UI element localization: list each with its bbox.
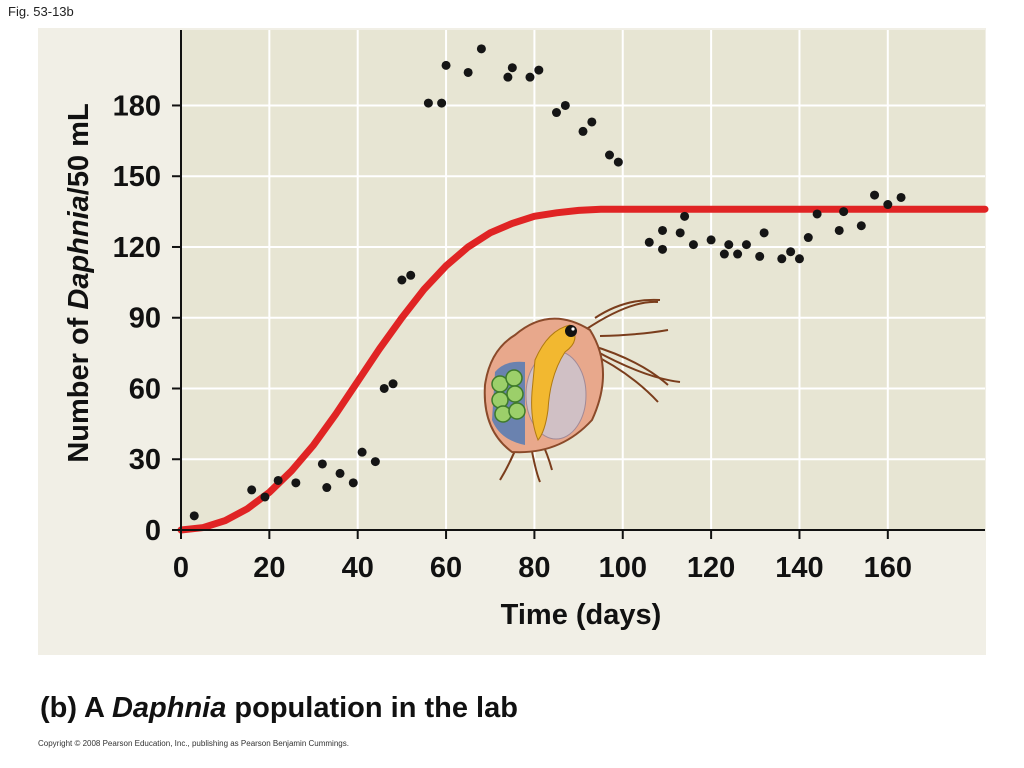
x-tick-label: 140 [775, 552, 823, 584]
y-tick-label: 60 [129, 373, 161, 405]
data-point [397, 275, 407, 285]
logistic-curve [177, 205, 989, 534]
y-tick-label: 0 [145, 515, 161, 547]
data-point [839, 207, 849, 217]
data-point [644, 237, 654, 247]
data-point [755, 251, 765, 261]
data-point [587, 117, 597, 127]
data-point [613, 157, 623, 167]
data-point [273, 475, 283, 485]
y-tick-label: 120 [113, 232, 161, 264]
data-point [759, 228, 769, 238]
data-point [551, 108, 561, 118]
data-point [476, 44, 486, 54]
data-point [658, 225, 668, 235]
data-point [189, 511, 199, 521]
data-point [724, 240, 734, 250]
axes [180, 30, 985, 531]
data-point [794, 254, 804, 264]
data-point [658, 244, 668, 254]
data-point [870, 190, 880, 200]
y-tick-label: 180 [113, 90, 161, 122]
y-axis-title-part-2: Daphnia [63, 195, 95, 309]
data-point [883, 200, 893, 210]
x-tick-labels: 0 20 40 60 80 100 120 140 160 [173, 530, 912, 584]
data-point [357, 447, 367, 457]
data-point [786, 247, 796, 257]
data-point [507, 63, 517, 73]
data-point [803, 233, 813, 243]
data-point [534, 65, 544, 75]
caption-prefix: (b) A [40, 692, 112, 724]
data-point [291, 478, 301, 488]
data-point [503, 72, 513, 82]
data-point [560, 100, 570, 110]
data-point [335, 468, 345, 478]
data-point [322, 483, 332, 493]
data-point [733, 249, 743, 259]
figure-label: Fig. 53-13b [8, 4, 74, 19]
data-point [675, 228, 685, 238]
data-point [688, 240, 698, 250]
data-point [605, 150, 615, 160]
data-point [680, 211, 690, 221]
data-point [777, 254, 787, 264]
x-tick-label: 60 [430, 552, 462, 584]
caption-suffix: population in the lab [226, 692, 518, 724]
x-tick-label: 120 [687, 552, 735, 584]
data-point [247, 485, 257, 495]
y-axis-title-part-3: /50 mL [63, 103, 95, 195]
data-point [437, 98, 447, 108]
data-point [856, 221, 866, 231]
data-point [741, 240, 751, 250]
y-tick-label: 150 [113, 161, 161, 193]
data-point [896, 192, 906, 202]
data-point [463, 67, 473, 77]
x-tick-label: 100 [599, 552, 647, 584]
daphnia-illustration [483, 298, 681, 483]
y-tick-labels: 0 30 60 90 120 150 180 [113, 90, 181, 547]
data-point [525, 72, 535, 82]
x-axis-title: Time (days) [501, 599, 662, 631]
copyright-notice: Copyright © 2008 Pearson Education, Inc.… [38, 739, 349, 748]
y-axis-title-part-1: Number of [63, 310, 95, 463]
data-point [578, 126, 588, 136]
data-point [348, 478, 358, 488]
data-point [812, 209, 822, 219]
y-tick-label: 90 [129, 303, 161, 335]
x-tick-label: 40 [342, 552, 374, 584]
data-point [317, 459, 327, 469]
data-point [441, 60, 451, 70]
x-tick-label: 160 [864, 552, 912, 584]
data-point [423, 98, 433, 108]
x-tick-label: 20 [253, 552, 285, 584]
data-point [370, 457, 380, 467]
data-points [189, 44, 906, 521]
data-point [719, 249, 729, 259]
data-point [388, 379, 398, 389]
caption-italic: Daphnia [111, 692, 227, 724]
data-point [834, 225, 844, 235]
data-point [706, 235, 716, 245]
x-tick-label: 80 [518, 552, 550, 584]
y-tick-label: 30 [129, 444, 161, 476]
figure-caption: (b) A Daphnia population in the lab [40, 692, 518, 725]
data-point [379, 383, 389, 393]
y-axis-title: Number of Daphnia/50 mL [63, 103, 95, 462]
x-tick-label: 0 [173, 552, 189, 584]
data-point [260, 492, 270, 502]
data-point [406, 270, 416, 280]
